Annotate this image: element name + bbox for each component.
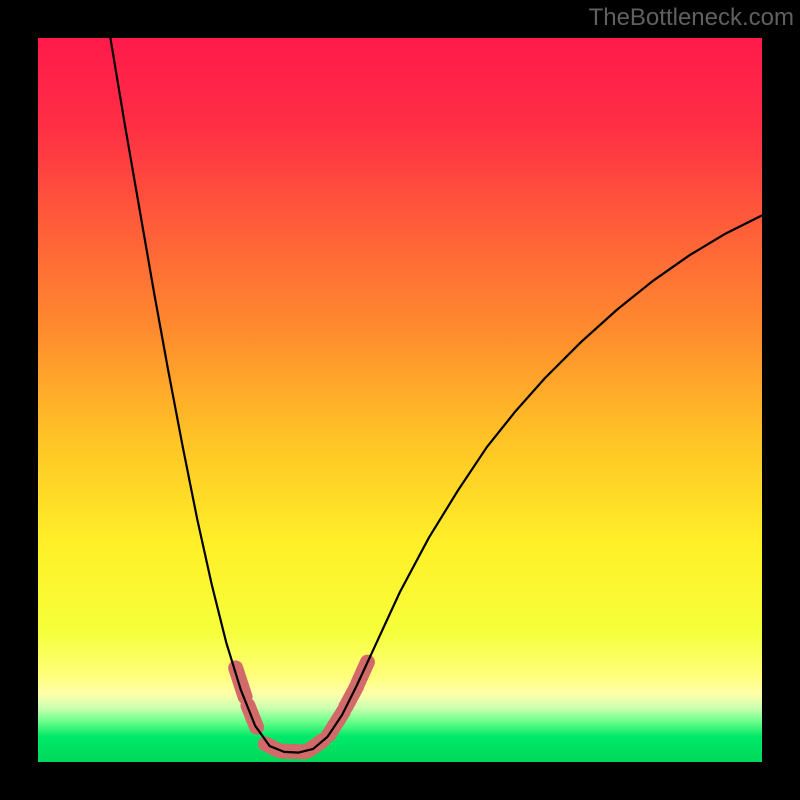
bottleneck-curve bbox=[110, 38, 762, 753]
watermark-text: TheBottleneck.com bbox=[589, 4, 794, 32]
marker-segment bbox=[236, 668, 245, 697]
bottleneck-curve-layer bbox=[38, 38, 762, 762]
chart-stage: TheBottleneck.com bbox=[0, 0, 800, 800]
